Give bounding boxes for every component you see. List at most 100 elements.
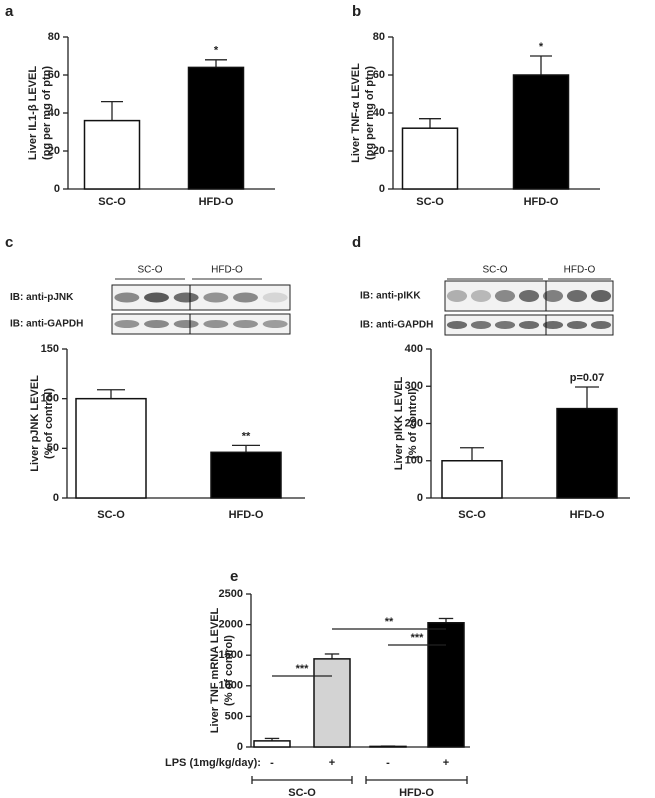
blot-band [203, 292, 229, 303]
y-tick-label: 40 [48, 107, 60, 119]
y-tick-label: 100 [405, 455, 423, 467]
blot-band [446, 290, 468, 302]
y-axis-label: Liver TNF-α LEVEL [350, 63, 362, 163]
blot-band [470, 321, 492, 329]
blot-band [518, 290, 540, 302]
bar [556, 407, 618, 499]
panel-label: b [352, 3, 361, 20]
x-tick-label: HFD-O [229, 509, 264, 521]
y-tick-label: 60 [373, 69, 385, 81]
blot-row-label: IB: anti-pJNK [10, 292, 74, 303]
blot-band [144, 292, 169, 303]
y-tick-label: 80 [48, 31, 60, 43]
panel-label: a [5, 3, 14, 20]
blot-band [173, 292, 199, 303]
significance-label: * [214, 45, 219, 57]
y-axis-label: (pg per mg of ptn) [41, 66, 53, 160]
group-label: HFD-O [399, 787, 434, 798]
x-tick-label: + [443, 757, 449, 769]
blot-band [203, 320, 229, 328]
x-tick-label: SC-O [416, 196, 444, 208]
bar [210, 451, 282, 499]
x-tick-label: HFD-O [524, 196, 559, 208]
blot-band [566, 321, 588, 329]
bar [187, 66, 245, 190]
y-tick-label: 0 [379, 183, 385, 195]
blot-group-label: SC-O [138, 265, 163, 276]
panel-label: c [5, 234, 13, 251]
group-label: SC-O [288, 787, 316, 798]
y-tick-label: 20 [373, 145, 385, 157]
y-tick-label: 200 [405, 417, 423, 429]
y-tick-label: 0 [417, 492, 423, 504]
bar [253, 740, 291, 748]
blot-band [233, 292, 258, 303]
y-tick-label: 400 [405, 343, 423, 355]
significance-label: ** [242, 430, 251, 442]
blot-band [233, 320, 258, 328]
y-tick-label: 150 [41, 343, 59, 355]
y-tick-label: 20 [48, 145, 60, 157]
y-tick-label: 0 [54, 183, 60, 195]
y-tick-label: 1500 [219, 649, 243, 661]
blot-band [494, 290, 516, 302]
panel-label: e [230, 568, 238, 585]
blot-box [111, 284, 291, 311]
y-axis-label: Liver TNF mRNA LEVEL [209, 607, 221, 733]
y-tick-label: 50 [47, 442, 59, 454]
y-axis-label: (% of control) [223, 635, 235, 706]
y-axis-label: (% of control) [407, 388, 419, 459]
y-tick-label: 300 [405, 380, 423, 392]
blot-band [590, 321, 612, 329]
blot-row-label: IB: anti-GAPDH [10, 319, 83, 330]
y-tick-label: 40 [373, 107, 385, 119]
x-tick-label: - [386, 757, 390, 769]
blot-band [518, 321, 540, 329]
comparison-label: *** [296, 663, 310, 675]
blot-band [446, 321, 468, 329]
blot-group-label: HFD-O [211, 265, 243, 276]
blot-band [542, 290, 564, 302]
blot-box [111, 313, 291, 335]
x-tick-label: HFD-O [199, 196, 234, 208]
y-axis-label: Liver IL1-β LEVEL [27, 66, 39, 160]
significance-label: * [539, 41, 544, 53]
blot-band [173, 320, 199, 328]
blot-band [542, 321, 564, 329]
blot-row-label: IB: anti-GAPDH [360, 320, 433, 331]
y-tick-label: 60 [48, 69, 60, 81]
blot-band [494, 321, 516, 329]
bar [75, 397, 147, 499]
group-bracket [365, 776, 468, 784]
blot-band [566, 290, 588, 302]
bar [401, 127, 459, 190]
x-tick-label: - [270, 757, 274, 769]
y-axis-label: Liver pJNK LEVEL [29, 375, 41, 472]
y-tick-label: 0 [53, 492, 59, 504]
blot-band [144, 320, 169, 328]
x-tick-label: SC-O [458, 509, 486, 521]
blot-row-label: IB: anti-pIKK [360, 291, 421, 302]
significance-label: p=0.07 [570, 372, 605, 384]
x-tick-label: + [329, 757, 335, 769]
comparison-label: *** [411, 632, 425, 644]
blot-band [470, 290, 492, 302]
y-axis-label: (% of control) [43, 388, 55, 459]
bar [369, 745, 407, 748]
blot-group-label: HFD-O [564, 265, 596, 276]
bar [83, 119, 141, 190]
y-tick-label: 0 [237, 741, 243, 753]
bar [441, 460, 503, 499]
panel-label: d [352, 234, 361, 251]
blot-band [114, 292, 140, 303]
y-tick-label: 100 [41, 393, 59, 405]
bar [313, 658, 351, 748]
y-axis-label: (pg per mg of ptn) [364, 66, 376, 160]
group-bracket [251, 776, 353, 784]
y-tick-label: 2000 [219, 619, 243, 631]
bar [427, 622, 465, 748]
blot-band [262, 320, 288, 328]
y-tick-label: 1000 [219, 680, 243, 692]
y-tick-label: 2500 [219, 588, 243, 600]
